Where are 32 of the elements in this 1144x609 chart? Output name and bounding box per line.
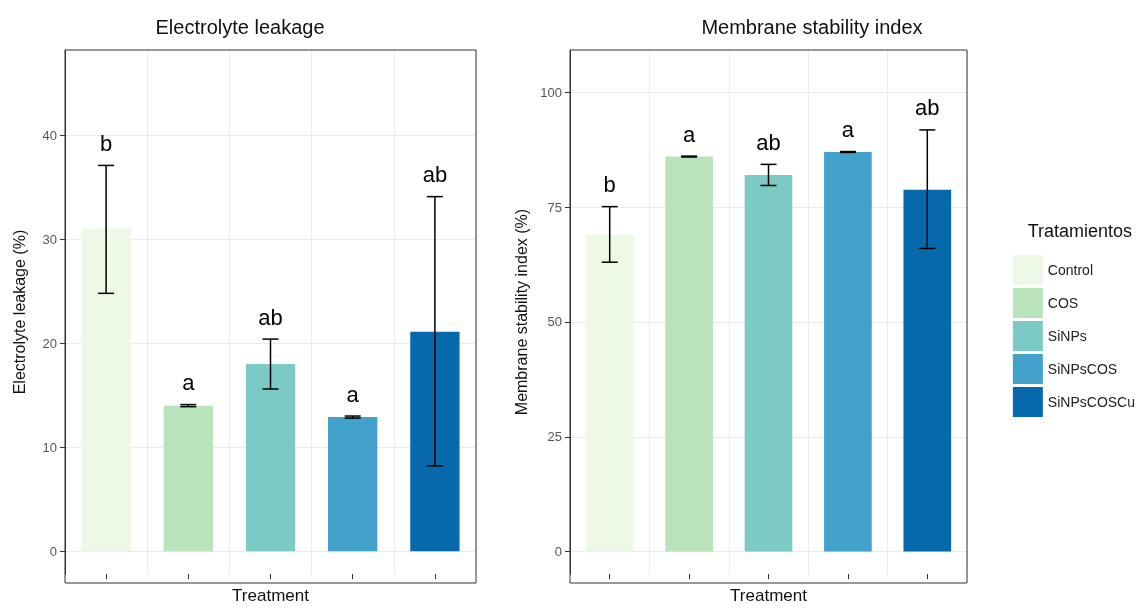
y-tick-label: 100 xyxy=(540,84,562,100)
annotation: a xyxy=(682,121,696,147)
chart-title: Membrane stability index xyxy=(701,16,923,38)
y-tick-label: 20 xyxy=(42,335,57,351)
y-tick-label: 25 xyxy=(547,429,562,445)
annotation: a xyxy=(182,370,196,396)
y-tick-label: 75 xyxy=(547,199,562,215)
legend-label: SiNPsCOSCu xyxy=(1047,394,1136,410)
y-tick-label: 10 xyxy=(42,439,57,455)
y-tick-label: 30 xyxy=(42,231,57,247)
x-axis-title: Treatment xyxy=(730,586,808,605)
legend-title: Tratamientos xyxy=(1027,221,1132,241)
x-axis-title: Treatment xyxy=(232,586,310,605)
legend-label: Control xyxy=(1047,262,1094,278)
annotation: b xyxy=(603,172,616,198)
y-tick-label: 0 xyxy=(554,544,562,560)
y-axis-title: Electrolyte leakage (%) xyxy=(10,229,28,395)
legend-label: COS xyxy=(1047,295,1079,311)
legend-label: SiNPs xyxy=(1047,328,1087,344)
y-tick-label: 40 xyxy=(42,127,57,143)
y-axis-title: Membrane stability index (%) xyxy=(512,208,530,416)
y-tick-label: 50 xyxy=(547,314,562,330)
annotation: ab xyxy=(915,95,940,121)
legend-label: SiNPsCOS xyxy=(1047,361,1118,377)
annotation: ab xyxy=(756,129,781,155)
chart-title: Electrolyte leakage xyxy=(155,16,325,38)
annotation: a xyxy=(346,381,360,407)
y-tick-label: 0 xyxy=(49,543,57,559)
annotation: ab xyxy=(422,162,448,188)
annotation: ab xyxy=(258,304,283,330)
annotation: a xyxy=(841,117,855,143)
annotation: b xyxy=(99,130,113,156)
